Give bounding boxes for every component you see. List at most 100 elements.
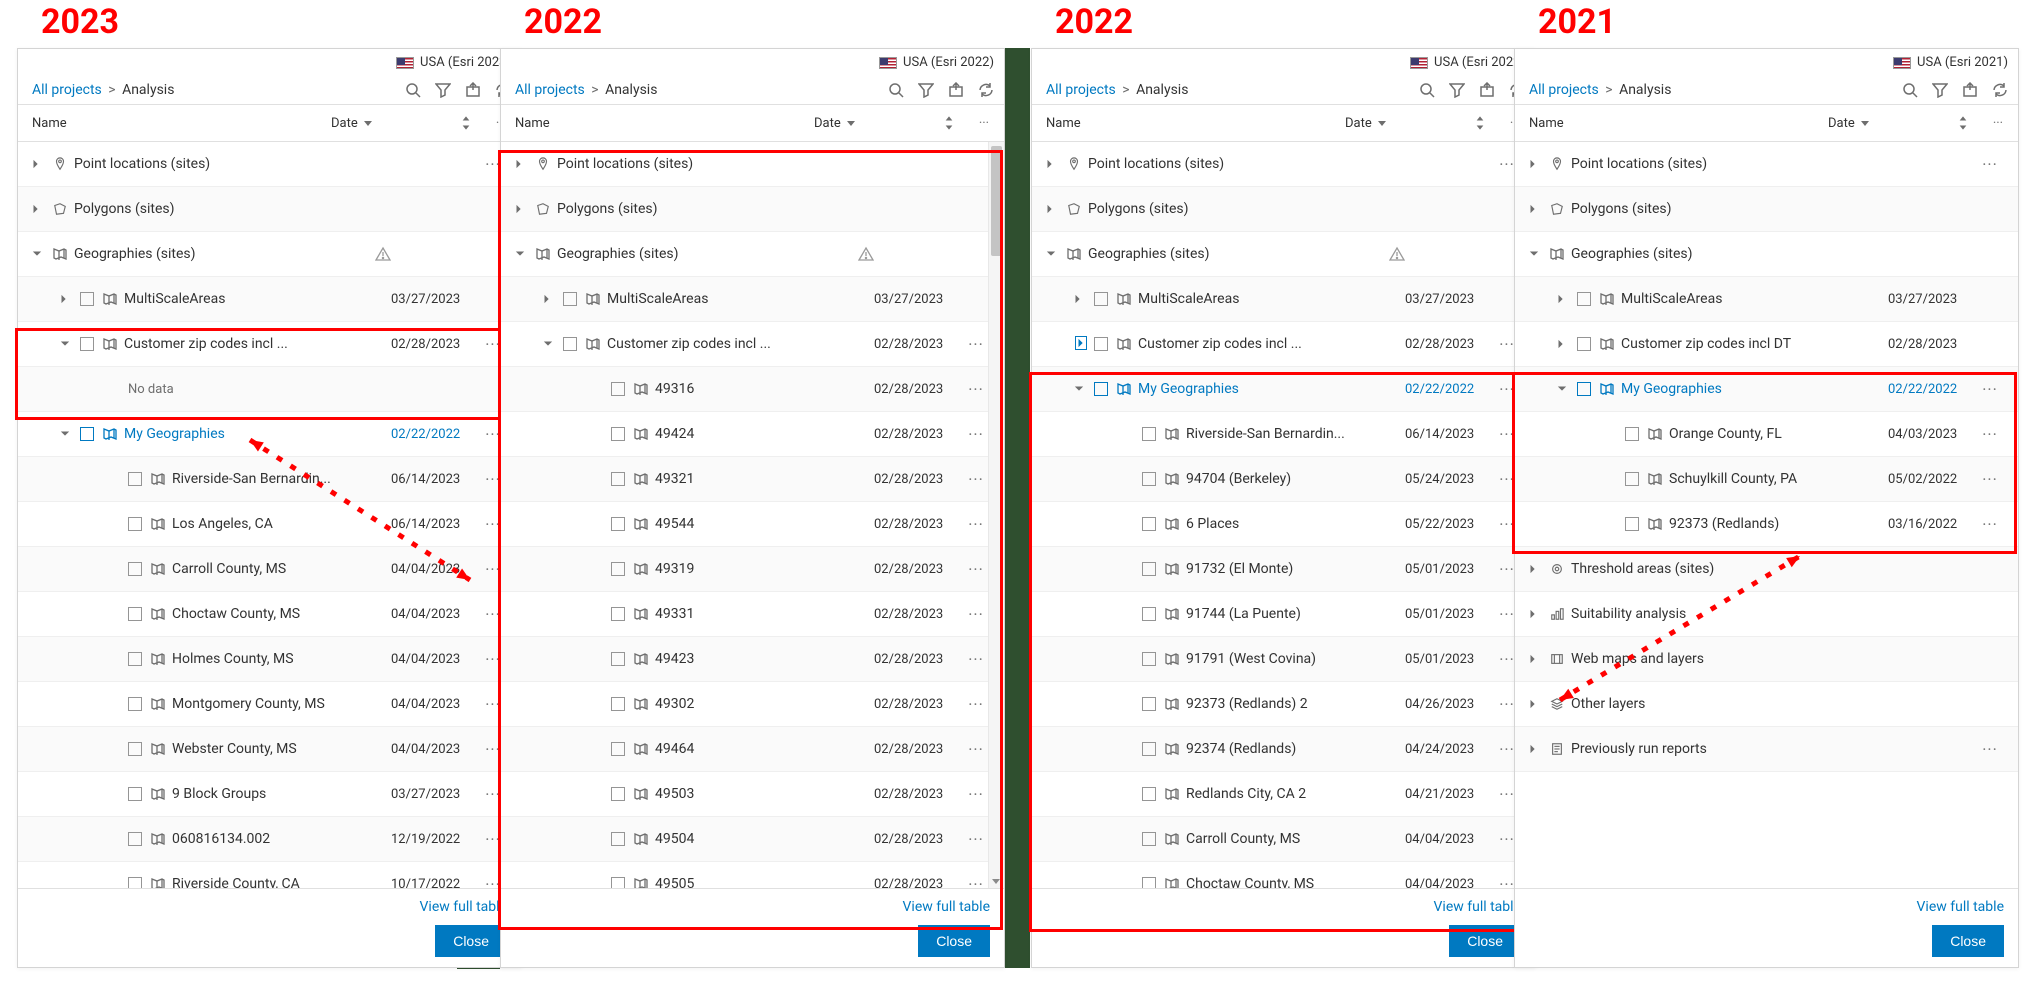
close-button[interactable]: Close xyxy=(1449,925,1521,957)
row-more-icon[interactable]: ··· xyxy=(964,605,988,624)
export-icon[interactable] xyxy=(1962,82,1978,98)
tree-row[interactable]: Schuylkill County, PA05/02/2022··· xyxy=(1515,457,2018,502)
breadcrumb-all-projects[interactable]: All projects xyxy=(32,82,102,98)
checkbox[interactable] xyxy=(1142,562,1156,576)
disclosure-icon[interactable] xyxy=(543,340,557,348)
refresh-icon[interactable] xyxy=(978,82,994,98)
tree-row[interactable]: 4942402/28/2023··· xyxy=(501,412,1004,457)
tree-row[interactable]: Choctaw County, MS04/04/2023··· xyxy=(1032,862,1535,888)
tree-row[interactable]: 92373 (Redlands) 204/26/2023··· xyxy=(1032,682,1535,727)
checkbox[interactable] xyxy=(1094,382,1108,396)
checkbox[interactable] xyxy=(128,832,142,846)
col-sort-toggle[interactable] xyxy=(451,116,481,130)
col-sort-toggle[interactable] xyxy=(934,116,964,130)
checkbox[interactable] xyxy=(1094,337,1108,351)
disclosure-icon[interactable] xyxy=(32,250,46,258)
checkbox[interactable] xyxy=(1142,697,1156,711)
checkbox[interactable] xyxy=(611,382,625,396)
tree-row[interactable]: Polygons (sites) xyxy=(501,187,1004,232)
close-button[interactable]: Close xyxy=(918,925,990,957)
disclosure-icon[interactable] xyxy=(515,204,529,214)
col-name[interactable]: Name xyxy=(1515,116,1828,131)
tree-row[interactable]: 4931902/28/2023··· xyxy=(501,547,1004,592)
tree-row[interactable]: Geographies (sites) xyxy=(501,232,1004,277)
tree-row[interactable]: Suitability analysis xyxy=(1515,592,2018,637)
view-full-table-link[interactable]: View full table xyxy=(420,899,508,915)
disclosure-icon[interactable] xyxy=(1529,744,1543,754)
row-more-icon[interactable]: ··· xyxy=(964,425,988,444)
tree-row[interactable]: Redlands City, CA 204/21/2023··· xyxy=(1032,772,1535,817)
checkbox[interactable] xyxy=(611,427,625,441)
checkbox[interactable] xyxy=(611,697,625,711)
tree-row[interactable]: 92374 (Redlands)04/24/2023··· xyxy=(1032,727,1535,772)
checkbox[interactable] xyxy=(611,562,625,576)
tree-row[interactable]: Point locations (sites)··· xyxy=(18,142,521,187)
col-date[interactable]: Date xyxy=(1345,116,1465,131)
search-icon[interactable] xyxy=(405,82,421,98)
checkbox[interactable] xyxy=(128,517,142,531)
disclosure-icon[interactable] xyxy=(32,159,46,169)
disclosure-icon[interactable] xyxy=(1529,204,1543,214)
disclosure-icon[interactable] xyxy=(515,250,529,258)
col-name[interactable]: Name xyxy=(501,116,814,131)
tree-row[interactable]: 91791 (West Covina)05/01/2023··· xyxy=(1032,637,1535,682)
tree-row[interactable]: 91732 (El Monte)05/01/2023··· xyxy=(1032,547,1535,592)
disclosure-icon[interactable] xyxy=(1529,654,1543,664)
disclosure-icon[interactable] xyxy=(515,159,529,169)
checkbox[interactable] xyxy=(611,472,625,486)
tree-row[interactable]: Customer zip codes incl ...02/28/2023··· xyxy=(1032,322,1535,367)
row-more-icon[interactable]: ··· xyxy=(964,470,988,489)
disclosure-icon[interactable] xyxy=(1074,336,1088,352)
tree-row[interactable]: 4950302/28/2023··· xyxy=(501,772,1004,817)
disclosure-icon[interactable] xyxy=(60,340,74,348)
export-icon[interactable] xyxy=(1479,82,1495,98)
tree-row[interactable]: Polygons (sites) xyxy=(18,187,521,232)
breadcrumb-all-projects[interactable]: All projects xyxy=(1529,82,1599,98)
tree-row[interactable]: Geographies (sites) xyxy=(18,232,521,277)
tree-row[interactable]: MultiScaleAreas03/27/2023 xyxy=(1515,277,2018,322)
disclosure-icon[interactable] xyxy=(60,430,74,438)
view-full-table-link[interactable]: View full table xyxy=(1434,899,1522,915)
disclosure-icon[interactable] xyxy=(1529,159,1543,169)
tree-row[interactable]: 9 Block Groups03/27/2023··· xyxy=(18,772,521,817)
disclosure-icon[interactable] xyxy=(1074,294,1088,304)
tree-row[interactable]: Geographies (sites) xyxy=(1515,232,2018,277)
checkbox[interactable] xyxy=(611,832,625,846)
disclosure-icon[interactable] xyxy=(60,294,74,304)
checkbox[interactable] xyxy=(563,337,577,351)
filter-icon[interactable] xyxy=(918,82,934,98)
tree-row[interactable]: Customer zip codes incl DT02/28/2023 xyxy=(1515,322,2018,367)
tree-row[interactable]: 4950402/28/2023··· xyxy=(501,817,1004,862)
tree-row[interactable]: MultiScaleAreas03/27/2023 xyxy=(501,277,1004,322)
row-more-icon[interactable]: ··· xyxy=(1978,380,2002,399)
disclosure-icon[interactable] xyxy=(1529,699,1543,709)
checkbox[interactable] xyxy=(1577,292,1591,306)
col-sort-toggle[interactable] xyxy=(1948,116,1978,130)
tree-row[interactable]: 4942302/28/2023··· xyxy=(501,637,1004,682)
search-icon[interactable] xyxy=(888,82,904,98)
row-more-icon[interactable]: ··· xyxy=(1978,740,2002,759)
tree-row[interactable]: MultiScaleAreas03/27/2023 xyxy=(18,277,521,322)
tree-row[interactable]: Riverside-San Bernardin...06/14/2023··· xyxy=(1032,412,1535,457)
checkbox[interactable] xyxy=(1577,382,1591,396)
disclosure-icon[interactable] xyxy=(1529,250,1543,258)
checkbox[interactable] xyxy=(128,697,142,711)
col-date[interactable]: Date xyxy=(331,116,451,131)
row-more-icon[interactable]: ··· xyxy=(1978,425,2002,444)
tree-row[interactable]: 92373 (Redlands)03/16/2022··· xyxy=(1515,502,2018,547)
tree-row[interactable]: Webster County, MS04/04/2023··· xyxy=(18,727,521,772)
col-date[interactable]: Date xyxy=(814,116,934,131)
col-name[interactable]: Name xyxy=(1032,116,1345,131)
tree-row[interactable]: Polygons (sites) xyxy=(1032,187,1535,232)
disclosure-icon[interactable] xyxy=(1529,609,1543,619)
checkbox[interactable] xyxy=(128,562,142,576)
row-more-icon[interactable]: ··· xyxy=(964,695,988,714)
checkbox[interactable] xyxy=(1625,427,1639,441)
scrollbar[interactable] xyxy=(988,142,1004,888)
checkbox[interactable] xyxy=(128,652,142,666)
checkbox[interactable] xyxy=(1142,517,1156,531)
tree-row[interactable]: My Geographies02/22/2022··· xyxy=(18,412,521,457)
col-more[interactable]: ··· xyxy=(964,116,1004,131)
checkbox[interactable] xyxy=(1142,742,1156,756)
tree-row[interactable]: 94704 (Berkeley)05/24/2023··· xyxy=(1032,457,1535,502)
